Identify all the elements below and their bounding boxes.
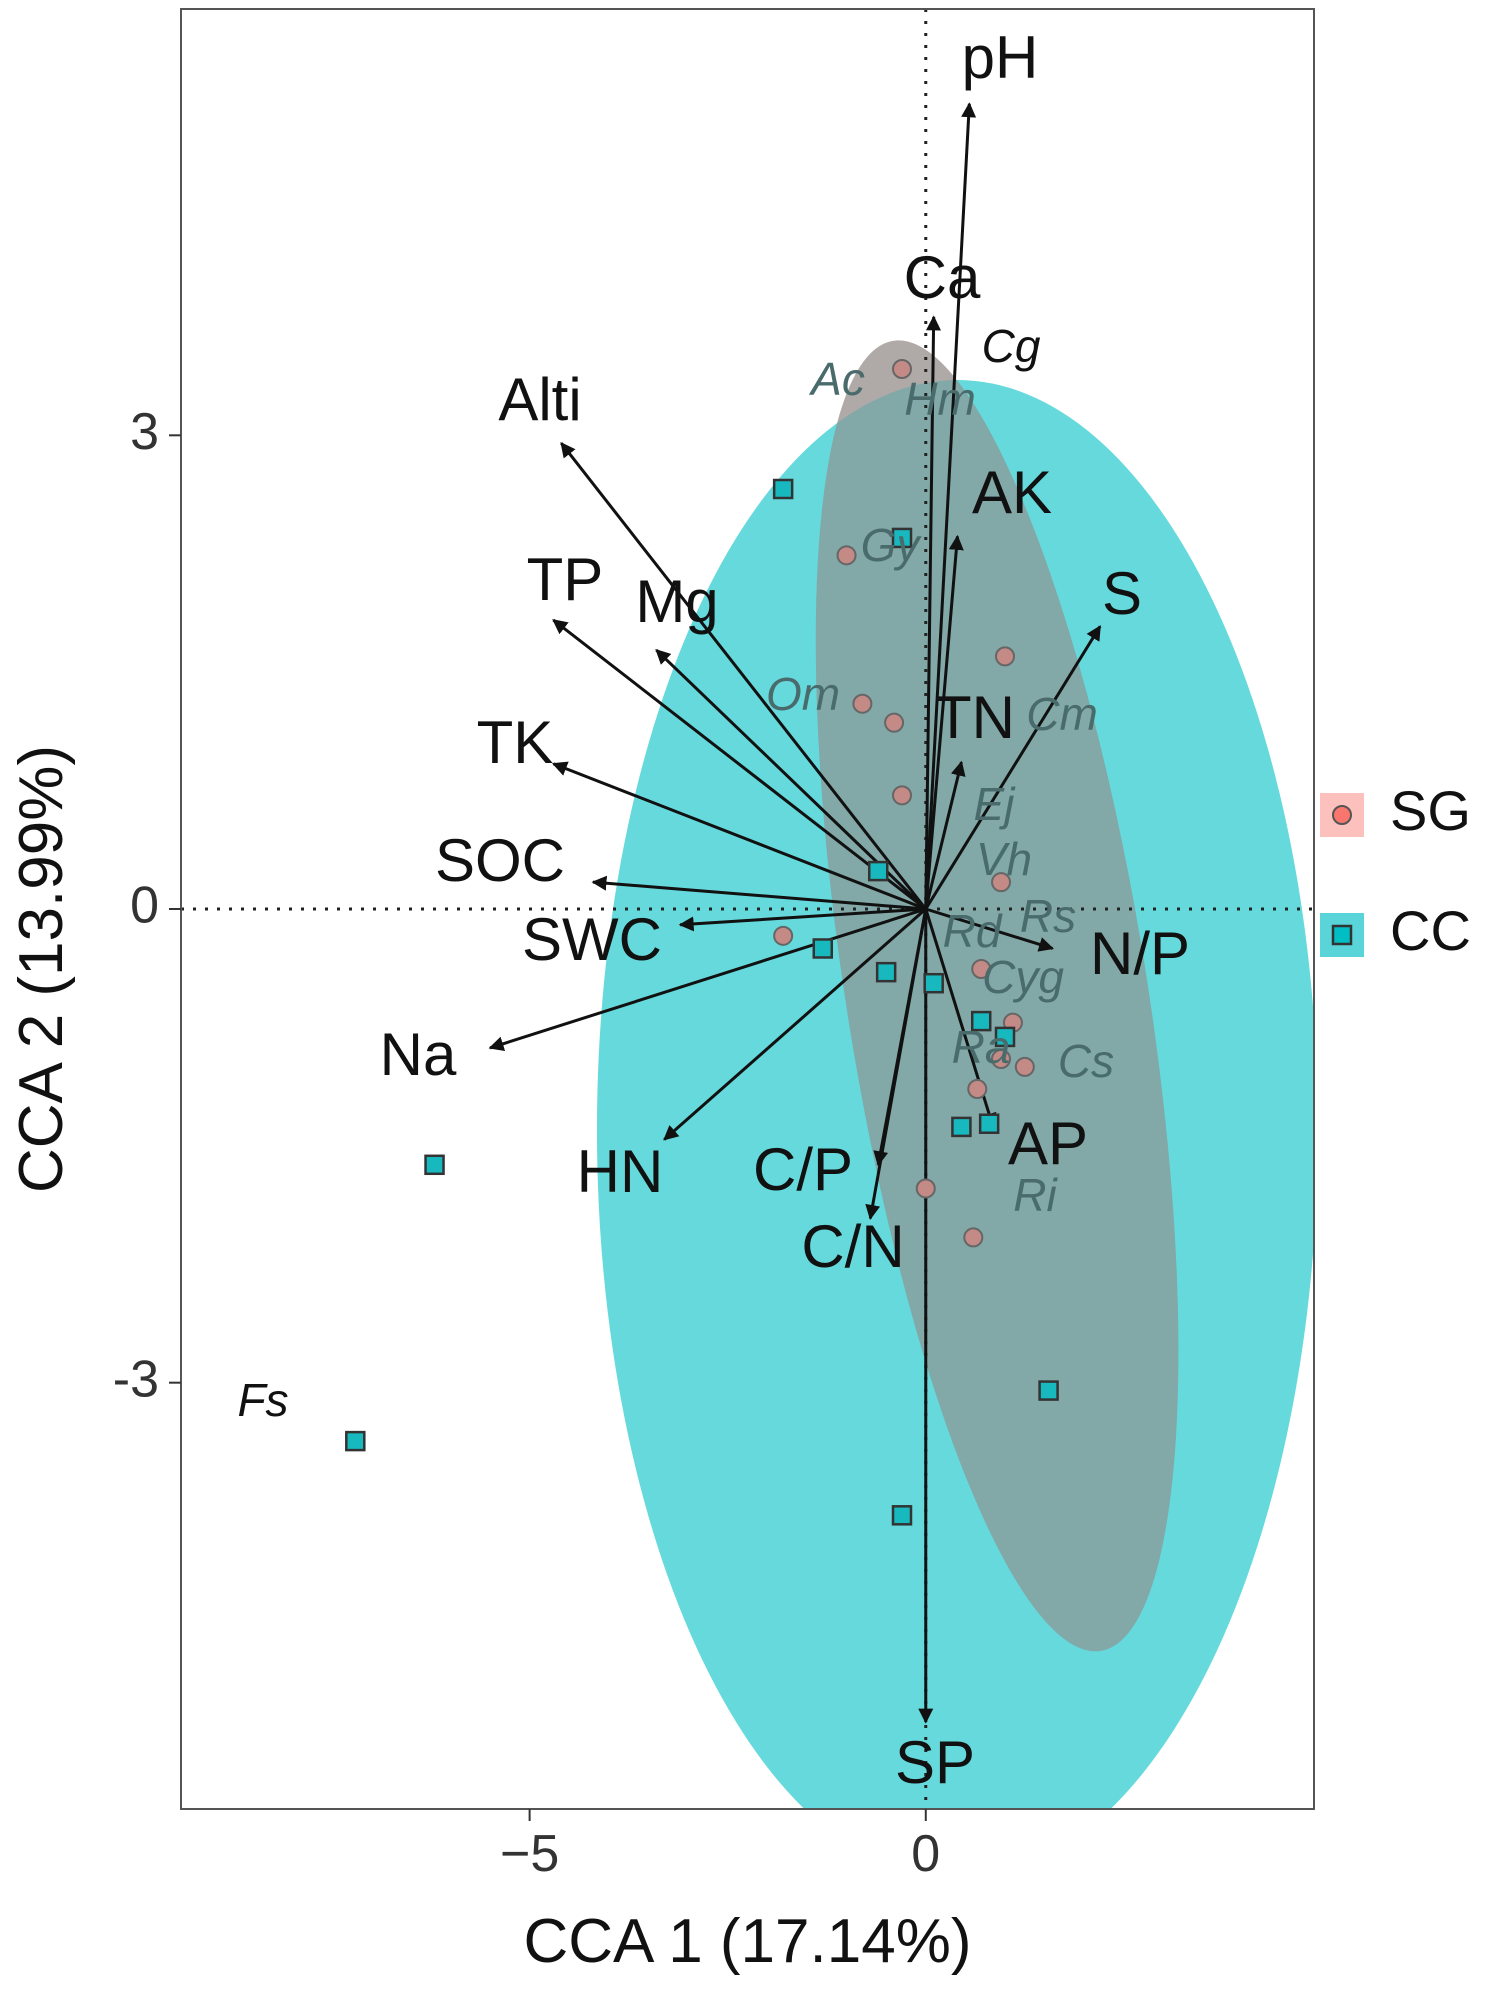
arrow-label-c-p: C/P bbox=[753, 1136, 853, 1203]
arrow-c-n bbox=[865, 908, 928, 1220]
arrow-label-alti: Alti bbox=[498, 366, 581, 433]
arrow-tn bbox=[924, 760, 966, 910]
point-sg bbox=[836, 545, 857, 566]
ellipses bbox=[597, 340, 1314, 1809]
arrow-label-s: S bbox=[1102, 560, 1142, 627]
point-sg bbox=[991, 1049, 1012, 1069]
arrow-label-tp: TP bbox=[527, 546, 604, 613]
arrow-label-ak: AK bbox=[972, 459, 1052, 526]
point-cc bbox=[1038, 1380, 1059, 1401]
x-axis-title: CCA 1 (17.14%) bbox=[524, 1907, 972, 1976]
arrow-na bbox=[488, 907, 927, 1051]
arrow-labels: pH Ca AK S TN Alti TP Mg TK SOC SWC Na HN N/P AP C/P C/N… bbox=[380, 24, 1190, 1796]
arrow-label-sp: SP bbox=[895, 1729, 975, 1796]
point-cc bbox=[867, 860, 889, 882]
species-label-hm: Hm bbox=[904, 373, 976, 425]
point-sg bbox=[915, 1178, 936, 1199]
point-sg bbox=[971, 959, 992, 979]
y-tick-label: 3 bbox=[130, 403, 159, 461]
y-axis: 3 0 -3 bbox=[113, 403, 181, 1408]
point-sg bbox=[1014, 1056, 1035, 1077]
species-label-rd: Rd bbox=[943, 905, 1003, 957]
species-label-fs: Fs bbox=[237, 1374, 288, 1426]
species-label-rs: Rs bbox=[1020, 890, 1076, 942]
point-sg bbox=[963, 1227, 984, 1248]
arrow-ca bbox=[924, 315, 942, 910]
x-axis: −5 0 bbox=[500, 1809, 940, 1883]
y-tick-label: 0 bbox=[130, 877, 159, 935]
x-tick-label: −5 bbox=[500, 1825, 559, 1883]
point-cc bbox=[891, 1505, 913, 1526]
legend-label-cc: CC bbox=[1390, 899, 1471, 962]
species-label-ac: Ac bbox=[808, 353, 865, 405]
y-tick-label: -3 bbox=[113, 1350, 159, 1408]
arrow-label-hn: HN bbox=[577, 1138, 664, 1205]
arrow-label-n-p: N/P bbox=[1090, 920, 1190, 987]
arrow-label-swc: SWC bbox=[522, 906, 662, 973]
species-label-om: Om bbox=[766, 668, 840, 720]
arrow-tp bbox=[552, 618, 927, 911]
point-cc bbox=[970, 1010, 992, 1032]
arrow-label-soc: SOC bbox=[435, 827, 565, 894]
species-label-gy: Gy bbox=[861, 519, 923, 571]
legend-marker-sg bbox=[1332, 805, 1352, 825]
arrow-alti bbox=[560, 442, 927, 910]
arrow-hn bbox=[663, 907, 927, 1141]
arrow-label-ca: Ca bbox=[904, 244, 981, 311]
legend: SG CC bbox=[1320, 779, 1471, 962]
species-label-ej: Ej bbox=[974, 778, 1017, 830]
y-axis-title: CCA 2 (13.99%) bbox=[7, 745, 76, 1193]
arrow-label-tk: TK bbox=[477, 709, 554, 776]
point-sg bbox=[892, 359, 912, 379]
point-sg bbox=[884, 712, 905, 733]
arrow-label-ap: AP bbox=[1008, 1110, 1088, 1177]
point-cc bbox=[923, 972, 944, 994]
point-sg bbox=[995, 646, 1015, 667]
point-cc bbox=[978, 1113, 1000, 1134]
arrows bbox=[488, 102, 1102, 1724]
point-cc bbox=[891, 527, 913, 549]
arrow-ph bbox=[924, 102, 977, 910]
species-label-cs: Cs bbox=[1058, 1035, 1114, 1087]
point-sg bbox=[852, 693, 873, 714]
species-label-ri: Ri bbox=[1013, 1169, 1058, 1221]
arrow-label-c-n: C/N bbox=[801, 1213, 904, 1280]
point-cc bbox=[772, 478, 794, 500]
point-cc bbox=[875, 961, 897, 983]
point-cc bbox=[951, 1116, 972, 1138]
arrow-ak bbox=[924, 534, 964, 910]
arrow-label-mg: Mg bbox=[635, 568, 718, 635]
arrow-tk bbox=[551, 761, 927, 911]
point-sg bbox=[892, 785, 912, 806]
point-cc bbox=[345, 1430, 366, 1452]
arrow-swc bbox=[678, 907, 926, 932]
arrow-label-ph: pH bbox=[962, 24, 1039, 91]
arrow-s bbox=[924, 625, 1102, 910]
ellipse-overlap bbox=[815, 340, 1179, 1652]
point-cc bbox=[994, 1026, 1016, 1048]
species-label-vh: Vh bbox=[976, 833, 1032, 885]
legend-label-sg: SG bbox=[1390, 779, 1471, 842]
point-cc bbox=[812, 938, 834, 959]
species-label-cm: Cm bbox=[1026, 688, 1098, 740]
arrow-soc bbox=[591, 875, 926, 911]
point-sg bbox=[991, 872, 1012, 893]
arrow-n-p bbox=[925, 907, 1054, 952]
point-cc bbox=[424, 1154, 445, 1176]
point-sg bbox=[773, 925, 794, 946]
points bbox=[345, 359, 1059, 1526]
species-label-cg: Cg bbox=[982, 320, 1041, 372]
legend-marker-cc bbox=[1331, 924, 1353, 946]
species-label-ra: Ra bbox=[952, 1021, 1011, 1073]
x-tick-label: 0 bbox=[911, 1825, 940, 1883]
point-sg bbox=[967, 1079, 988, 1099]
arrow-label-tn: TN bbox=[935, 684, 1015, 751]
species-label-cyg: Cyg bbox=[982, 951, 1064, 1003]
arrow-label-na: Na bbox=[380, 1021, 457, 1088]
